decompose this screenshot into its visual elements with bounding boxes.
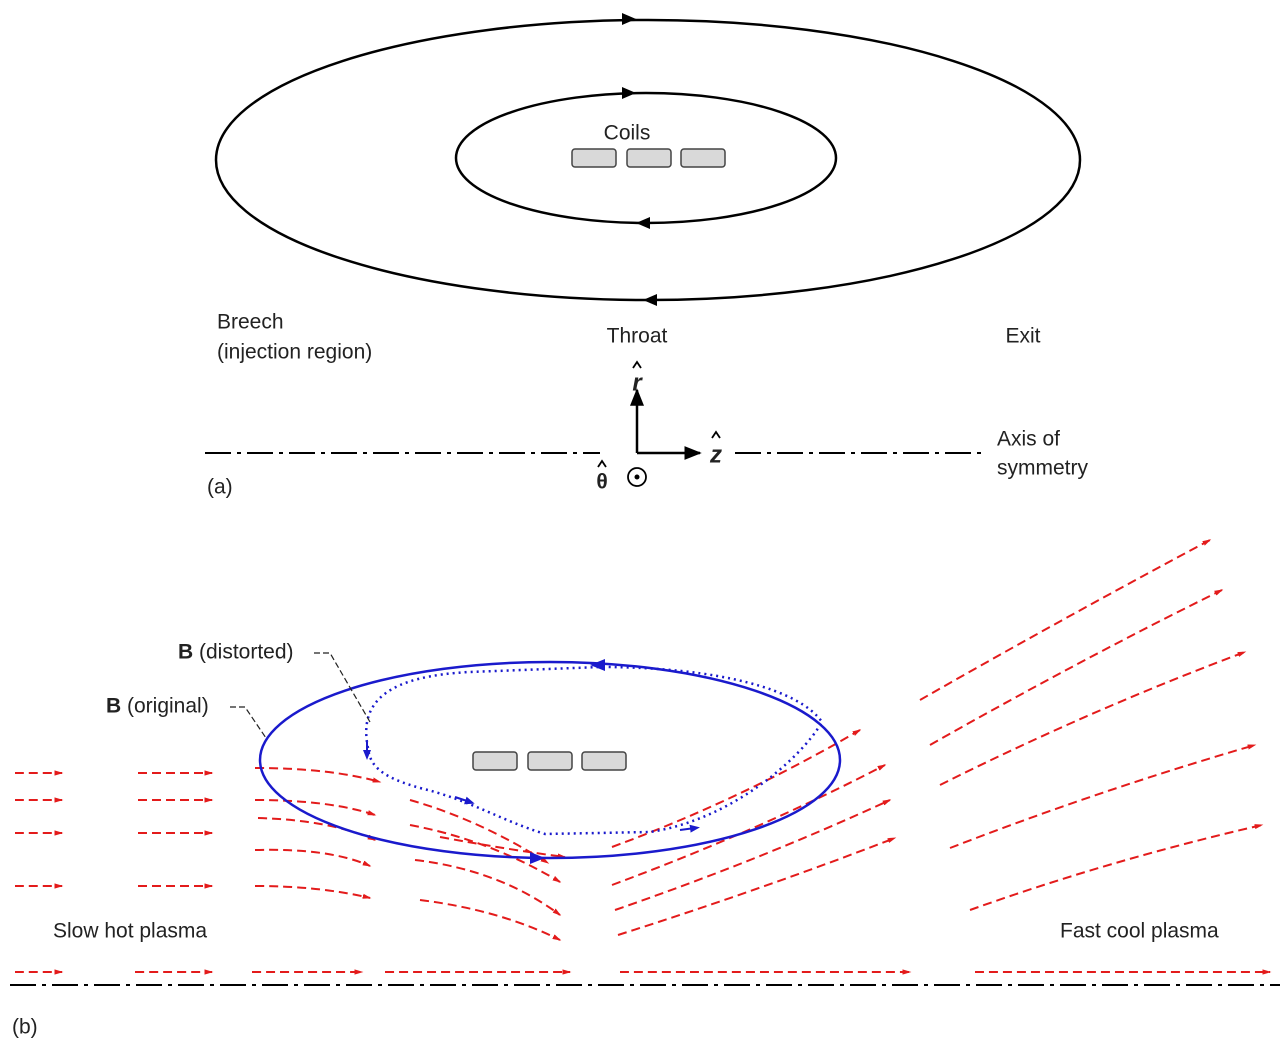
plasma-flow [920,540,1210,700]
leader-line [230,707,266,738]
field-arrow [622,87,636,99]
panel-label: (a) [207,476,233,499]
plasma-flow [255,768,380,782]
coil [582,752,626,770]
panel-b: B (distorted) B (original) Slow hot plas… [10,540,1280,1039]
breech-note: (injection region) [217,341,372,364]
plasma-flow [415,860,560,915]
plasma-flow [970,825,1262,910]
coil [681,149,725,167]
field-arrow [455,797,470,802]
coil [627,149,671,167]
plasma-flow [420,900,560,940]
field-note: (original) [127,695,209,718]
field-note: (distorted) [199,641,294,664]
plasma-flow [255,886,370,898]
hat [598,461,606,467]
field-arrow [636,217,650,229]
coils-label: Coils [604,122,651,145]
coil [473,752,517,770]
plasma-flow [258,818,375,840]
exit-label: Exit [1005,325,1040,348]
hat [712,432,720,438]
plasma-flow [940,652,1245,785]
plasma-flow [930,590,1222,745]
field-arrow [643,294,657,306]
plasma-flow [950,745,1255,848]
leader-line [314,653,370,722]
panel-a: Coils Breech (injection region) Throat E… [205,13,1088,499]
field-arrow [622,13,636,25]
plasma-flow [612,730,860,847]
z-label: z [709,441,722,468]
plasma-flow [410,800,548,863]
throat-label: Throat [607,325,668,348]
theta-label: θ [596,471,607,494]
distorted-field-line [366,667,822,834]
coil [572,149,616,167]
coil [528,752,572,770]
plasma-flow [255,850,370,866]
upstream-label: Slow hot plasma [53,920,207,943]
field-arrow [680,828,695,830]
field-symbol: B [178,641,193,664]
axis-label: symmetry [997,457,1088,480]
field-arrow [590,659,605,671]
plasma-flow [618,838,895,935]
breech-label: Breech [217,311,284,334]
axis-label: Axis of [997,428,1060,451]
plasma-flow [612,765,885,885]
plasma-flow [255,800,375,815]
downstream-label: Fast cool plasma [1060,920,1219,943]
panel-label: (b) [12,1016,38,1039]
theta-dot [635,475,640,480]
hat [633,362,641,368]
r-label: r [632,369,643,396]
field-symbol: B [106,695,121,718]
diagram: Coils Breech (injection region) Throat E… [0,0,1282,1039]
